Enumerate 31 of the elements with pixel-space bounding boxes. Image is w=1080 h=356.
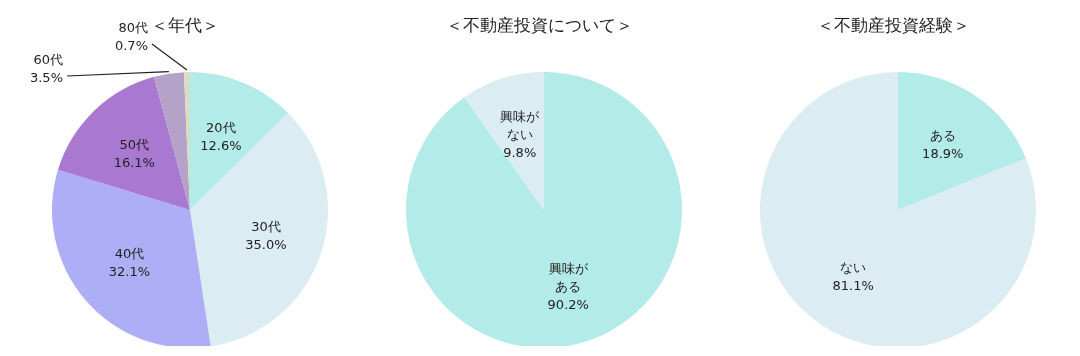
data-label: 90.2%: [547, 297, 589, 313]
slice-label: 興味がある: [548, 261, 589, 295]
slice-label: 40代: [114, 246, 145, 262]
pie-slice: [190, 72, 289, 210]
pie-slice: [154, 72, 190, 210]
slice-label: 50代: [119, 136, 150, 152]
chart-title: ＜年代＞: [151, 15, 219, 35]
data-label: 32.1%: [108, 264, 151, 280]
pie-slice: [52, 169, 211, 346]
data-label: 18.9%: [922, 145, 964, 161]
pie-slice: [406, 72, 682, 346]
slice-label: 60代: [33, 52, 63, 67]
slice-label: 興味がない: [500, 108, 541, 142]
pie-slice: [898, 72, 1026, 210]
pie-slice: [760, 72, 1036, 346]
slice-label: ない: [840, 260, 867, 276]
data-label: 3.5%: [29, 70, 63, 85]
data-label: 9.8%: [503, 144, 537, 160]
pie-slice: [464, 72, 544, 210]
data-label: 12.6%: [200, 138, 242, 154]
chart-title: ＜不動産投資経験＞: [815, 14, 971, 37]
slice-label: 20代: [206, 120, 236, 136]
data-label: 16.1%: [113, 154, 155, 170]
slice-label: ある: [929, 127, 956, 143]
data-label: 35.0%: [245, 237, 287, 253]
slice-label: 80代: [118, 20, 148, 35]
data-label: 0.7%: [114, 38, 148, 53]
slice-label: 30代: [251, 219, 281, 235]
data-label: 81.1%: [832, 278, 874, 294]
pie-slice: [190, 113, 328, 346]
chart-title: ＜不動産投資について＞: [444, 14, 634, 37]
